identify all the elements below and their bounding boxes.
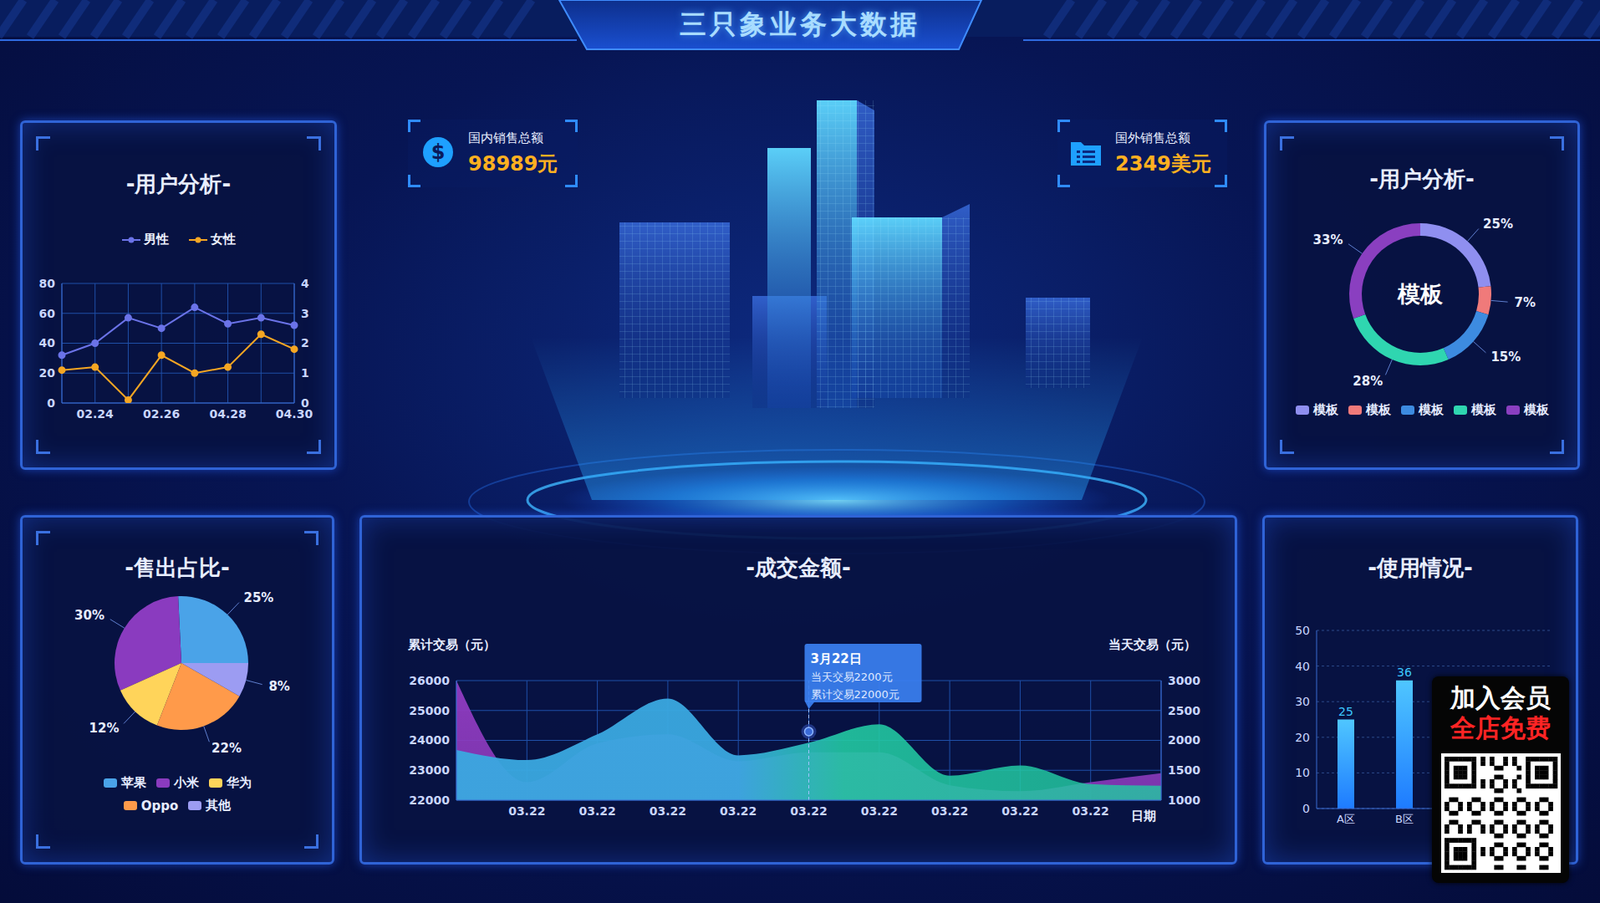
html-text:累计交易（元）: 累计交易（元） (407, 636, 496, 653)
svg-text:03.22: 03.22 (1001, 804, 1039, 818)
html-text:苹果: 苹果 (120, 774, 146, 790)
svg-text:B区: B区 (1395, 812, 1414, 826)
html-text:女性: 女性 (210, 231, 236, 247)
html-text:模板: 模板 (1312, 402, 1338, 418)
html-text:-售出占比-: -售出占比- (124, 555, 230, 581)
svg-text:8%: 8% (268, 678, 290, 694)
svg-text:03.22: 03.22 (508, 804, 546, 818)
svg-text:02.26: 02.26 (142, 407, 180, 421)
html-text:Oppo: Oppo (141, 797, 179, 813)
svg-text:03.22: 03.22 (931, 804, 969, 818)
svg-text:2500: 2500 (1167, 703, 1201, 718)
svg-text:累计交易22000元: 累计交易22000元 (810, 687, 900, 701)
html-text:-用户分析-: -用户分析- (125, 171, 231, 197)
svg-text:23000: 23000 (408, 763, 450, 777)
html-text:加入会员: 加入会员 (1450, 682, 1551, 713)
svg-text:3: 3 (300, 306, 310, 321)
svg-text:4: 4 (300, 276, 310, 291)
svg-text:15%: 15% (1490, 349, 1521, 365)
svg-text:50: 50 (1294, 623, 1310, 637)
svg-text:04.28: 04.28 (208, 407, 246, 421)
svg-text:2000: 2000 (1167, 733, 1201, 747)
svg-text:03.22: 03.22 (578, 804, 616, 818)
html-text:国内销售总额: 国内销售总额 (468, 130, 544, 146)
html-text:当天交易（元）: 当天交易（元） (1108, 636, 1197, 653)
svg-text:0: 0 (46, 396, 56, 410)
html-text:2349美元: 2349美元 (1115, 152, 1212, 176)
svg-text:当天交易2200元: 当天交易2200元 (810, 670, 893, 683)
svg-text:40: 40 (1294, 659, 1310, 673)
html-text:国外销售总额: 国外销售总额 (1115, 130, 1191, 146)
svg-text:10: 10 (1294, 765, 1310, 780)
svg-text:22%: 22% (211, 740, 242, 756)
svg-text:20: 20 (1294, 730, 1310, 744)
html-text:华为: 华为 (226, 774, 252, 790)
svg-text:60: 60 (39, 306, 57, 321)
html-text:模板: 模板 (1523, 402, 1549, 418)
html-text:全店免费: 全店免费 (1450, 713, 1551, 743)
html-text:98989元: 98989元 (468, 152, 558, 176)
svg-text:02.24: 02.24 (76, 407, 115, 421)
svg-text:12%: 12% (89, 720, 120, 736)
svg-text:26000: 26000 (408, 673, 450, 688)
html-text:小米: 小米 (173, 774, 199, 790)
svg-text:7%: 7% (1514, 295, 1536, 311)
svg-text:80: 80 (39, 276, 57, 291)
svg-text:25000: 25000 (408, 703, 450, 718)
html-text:模板: 模板 (1397, 280, 1443, 307)
svg-text:日期: 日期 (1131, 808, 1157, 824)
svg-text:25%: 25% (243, 590, 274, 606)
html-text:-使用情况-: -使用情况- (1367, 555, 1473, 581)
svg-text:03.22: 03.22 (719, 804, 757, 818)
svg-text:03.22: 03.22 (649, 804, 687, 818)
html-text:模板: 模板 (1418, 402, 1444, 418)
svg-text:03.22: 03.22 (861, 804, 898, 818)
svg-text:3月22日: 3月22日 (810, 651, 862, 667)
html-text:模板: 模板 (1470, 402, 1496, 418)
html-text:-用户分析-: -用户分析- (1369, 166, 1475, 192)
html-text:-成交金额-: -成交金额- (745, 555, 851, 581)
svg-text:2: 2 (300, 336, 310, 350)
svg-text:3000: 3000 (1167, 673, 1201, 688)
svg-text:1500: 1500 (1167, 763, 1201, 777)
svg-text:22000: 22000 (408, 793, 450, 807)
html-text:其他: 其他 (205, 797, 231, 813)
svg-text:04.30: 04.30 (275, 407, 313, 421)
html-text:三只象业务大数据: 三只象业务大数据 (679, 8, 921, 41)
svg-text:33%: 33% (1313, 232, 1344, 248)
svg-text:30%: 30% (74, 607, 105, 623)
svg-text:0: 0 (300, 396, 310, 410)
svg-text:40: 40 (39, 336, 57, 350)
svg-text:25: 25 (1338, 704, 1354, 719)
svg-text:03.22: 03.22 (789, 804, 827, 818)
svg-text:24000: 24000 (408, 733, 450, 747)
svg-text:1000: 1000 (1167, 793, 1201, 807)
svg-text:1: 1 (300, 366, 310, 380)
svg-text:30: 30 (1294, 694, 1310, 709)
svg-text:0: 0 (1302, 801, 1310, 816)
svg-text:20: 20 (39, 366, 57, 380)
svg-text:28%: 28% (1352, 373, 1383, 389)
html-text:模板: 模板 (1365, 402, 1391, 418)
svg-text:36: 36 (1396, 665, 1412, 679)
html-text:男性: 男性 (143, 231, 169, 247)
svg-text:25%: 25% (1482, 216, 1514, 232)
svg-text:03.22: 03.22 (1072, 804, 1110, 818)
svg-text:A区: A区 (1336, 812, 1356, 826)
